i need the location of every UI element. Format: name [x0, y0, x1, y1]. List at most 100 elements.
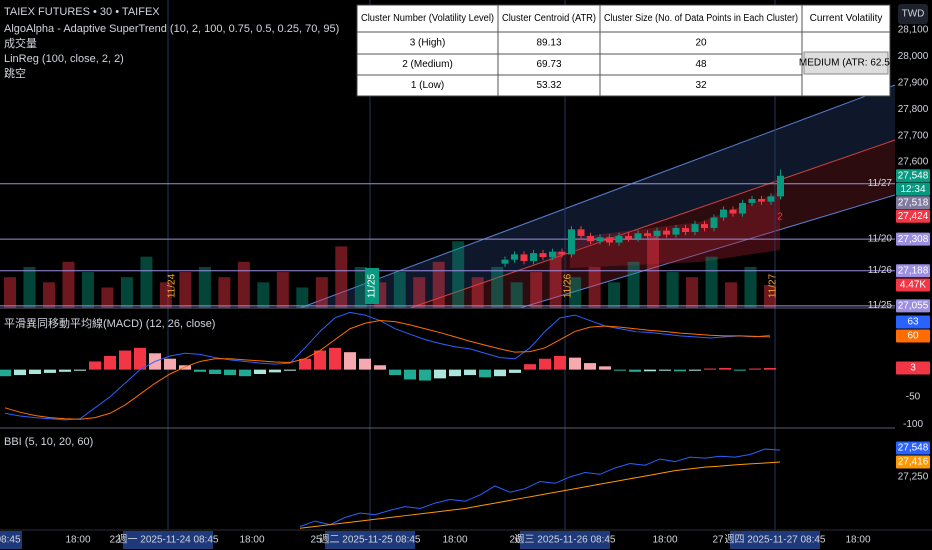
volume-bar — [549, 251, 562, 308]
table-header: Cluster Number (Volatility Level) — [361, 13, 494, 24]
level-price-box — [896, 232, 930, 246]
table-cell: 20 — [695, 38, 707, 49]
volume-bar — [588, 266, 601, 308]
macd-histogram-bar — [764, 368, 776, 370]
macd-histogram-bar — [359, 358, 371, 370]
time-label: 18:00 — [652, 535, 677, 546]
level-name: 11/27 — [868, 178, 893, 189]
candle-body — [777, 175, 784, 197]
candle-body — [710, 217, 718, 229]
macd-histogram-bar — [434, 369, 446, 379]
table-cell: 32 — [695, 80, 707, 91]
candle-body — [530, 253, 537, 262]
macd-histogram-bar — [194, 369, 206, 372]
candle-body — [606, 237, 613, 243]
volume-bar — [471, 277, 484, 308]
time-label: 25 — [310, 535, 322, 546]
signal-last: 60 — [907, 331, 919, 342]
currency-label[interactable]: TWD — [902, 9, 925, 20]
candle-body — [767, 196, 775, 202]
table-header: Cluster Size (No. of Data Points in Each… — [604, 13, 798, 24]
volume-bar — [686, 277, 699, 308]
volume-bar — [62, 261, 75, 308]
time-label: 08:45 — [0, 535, 21, 546]
volume-bar — [530, 272, 543, 308]
current-volatility: MEDIUM (ATR: 62.5) — [799, 58, 893, 69]
level-price: 27,055 — [898, 301, 929, 312]
macd-histogram-bar — [749, 368, 761, 370]
macd-histogram-bar — [89, 361, 101, 370]
table-cell: 1 (Low) — [411, 80, 444, 91]
candle-body — [644, 233, 651, 236]
macd-histogram-bar — [629, 369, 641, 372]
time-label: 週三 2025-11-26 08:45 — [515, 534, 616, 546]
volume-bar — [218, 277, 231, 308]
session-marker-box — [365, 268, 379, 304]
candle-body — [653, 230, 661, 236]
candle-body — [691, 224, 699, 232]
candle-body — [729, 209, 737, 214]
candle-body — [511, 254, 518, 260]
time-label-box — [325, 531, 415, 549]
macd-histogram-bar — [554, 356, 566, 370]
macd-histogram-bar — [614, 369, 626, 371]
macd-histogram-bar — [584, 363, 596, 370]
macd-line — [4, 311, 771, 421]
candle-body — [520, 254, 528, 262]
macd-histogram-bar — [0, 369, 11, 377]
volume-bar — [491, 266, 504, 308]
channel-lower — [519, 194, 896, 309]
macd-histogram-bar — [74, 369, 86, 371]
y-tick-label: 28,100 — [898, 25, 929, 36]
volume-last: 4.47K — [900, 280, 926, 291]
macd-histogram-bar — [419, 369, 431, 381]
table-header: Cluster Centroid (ATR) — [502, 13, 596, 24]
macd-histogram-bar — [479, 369, 491, 378]
candle-body — [739, 202, 746, 214]
y-tick-label: 27,800 — [898, 104, 929, 115]
candle-body — [501, 259, 509, 264]
level-price-box — [896, 264, 930, 278]
volume-bar — [725, 282, 738, 308]
macd-histogram-bar — [524, 364, 536, 370]
candle-body — [634, 233, 642, 239]
candle-body — [615, 235, 623, 243]
macd-histogram-bar — [509, 369, 521, 373]
macd-histogram-bar — [494, 369, 506, 377]
volume-bar — [764, 285, 776, 308]
volume-bar — [198, 266, 211, 308]
time-label: 週一 2025-11-24 08:45 — [118, 534, 219, 546]
volume-bar — [413, 277, 426, 308]
macd-histogram-bar — [719, 368, 731, 370]
time-label-box — [0, 531, 22, 549]
macd-histogram-bar — [269, 369, 281, 373]
candle-body — [748, 198, 756, 203]
bbi-last-box — [896, 441, 930, 455]
cluster-table — [356, 4, 891, 97]
volume-bar — [432, 261, 445, 308]
last-price: 27,548 — [898, 170, 929, 181]
bbi-title: BBI (5, 10, 20, 60) — [4, 436, 93, 448]
volume-bar — [257, 282, 270, 308]
bbi-last-box — [896, 455, 930, 469]
level-price-box — [896, 299, 930, 313]
macd-histogram-bar — [224, 369, 236, 376]
macd-line — [4, 320, 771, 420]
histogram-last-box — [896, 361, 930, 375]
volume-bar — [608, 282, 621, 308]
indicator: AlgoAlpha - Adaptive SuperTrend (10, 2, … — [4, 23, 339, 35]
level-price: 27,518 — [898, 197, 929, 208]
table-header: Current Volatility — [810, 13, 883, 24]
level-price: 27,188 — [898, 265, 929, 276]
volume-bar — [4, 277, 16, 308]
y-tick-label: -50 — [906, 392, 921, 403]
macd-histogram-bar — [44, 369, 56, 373]
macd-histogram-bar — [569, 357, 581, 370]
volume-bar — [42, 282, 55, 308]
currency-button[interactable] — [898, 4, 928, 24]
signal-last-box — [896, 329, 930, 343]
volume-bar — [159, 282, 172, 308]
volume-bar — [140, 256, 153, 308]
macd-histogram-bar — [464, 369, 476, 376]
indicator: 成交量 — [4, 36, 37, 50]
